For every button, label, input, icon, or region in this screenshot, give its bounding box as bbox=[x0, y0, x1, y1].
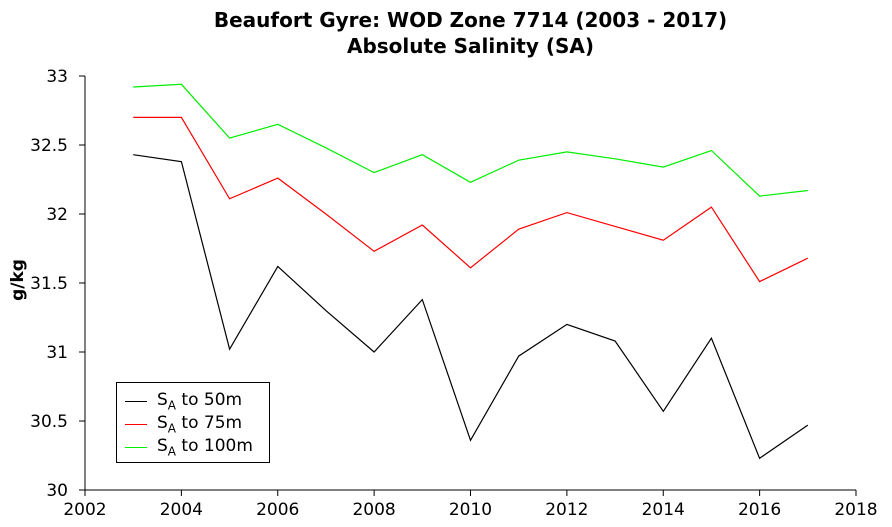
y-tick-label: 32.5 bbox=[30, 136, 68, 156]
x-tick-label: 2012 bbox=[545, 500, 588, 520]
y-tick-label: 31.5 bbox=[30, 274, 68, 294]
x-tick-label: 2010 bbox=[449, 500, 492, 520]
chart-title: Beaufort Gyre: WOD Zone 7714 (2003 - 201… bbox=[213, 8, 728, 32]
x-tick-label: 2008 bbox=[352, 500, 395, 520]
chart-subtitle: Absolute Salinity (SA) bbox=[346, 34, 595, 58]
legend-item-sa-50m: SA to 50m bbox=[125, 390, 242, 412]
legend-swatch-sa-75m bbox=[125, 423, 147, 425]
x-tick-label: 2018 bbox=[834, 500, 877, 520]
series-line-0 bbox=[133, 154, 809, 460]
legend: SA to 50m SA to 75m SA to 100m bbox=[116, 382, 270, 463]
y-tick-label: 30 bbox=[46, 481, 68, 501]
y-tick-label: 32 bbox=[46, 205, 68, 225]
y-tick-label: 30.5 bbox=[30, 412, 68, 432]
y-tick-label: 33 bbox=[46, 67, 68, 87]
legend-item-sa-100m: SA to 100m bbox=[125, 436, 253, 458]
x-tick-label: 2002 bbox=[63, 500, 106, 520]
legend-swatch-sa-50m bbox=[125, 400, 147, 402]
y-tick-label: 31 bbox=[46, 343, 68, 363]
x-tick-label: 2004 bbox=[160, 500, 203, 520]
series-line-2 bbox=[133, 83, 808, 197]
x-tick-label: 2006 bbox=[256, 500, 299, 520]
legend-label-sa-75m: SA to 75m bbox=[157, 412, 243, 436]
legend-label-sa-100m: SA to 100m bbox=[157, 435, 253, 459]
legend-swatch-sa-100m bbox=[125, 446, 147, 448]
series-line-1 bbox=[133, 116, 809, 283]
legend-item-sa-75m: SA to 75m bbox=[125, 413, 242, 435]
x-tick-label: 2014 bbox=[642, 500, 685, 520]
legend-label-sa-50m: SA to 50m bbox=[157, 389, 243, 413]
x-tick-label: 2016 bbox=[738, 500, 781, 520]
